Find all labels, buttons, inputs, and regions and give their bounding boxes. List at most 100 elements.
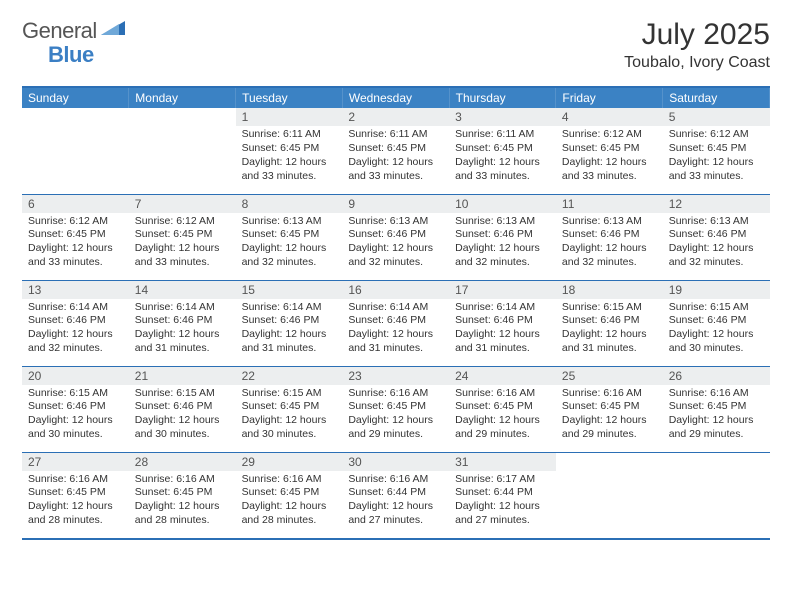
day-cell: 31Sunrise: 6:17 AMSunset: 6:44 PMDayligh…	[449, 452, 556, 538]
day-cell: 28Sunrise: 6:16 AMSunset: 6:45 PMDayligh…	[129, 452, 236, 538]
day-number: 24	[449, 367, 556, 385]
daylight-line: Daylight: 12 hours and 32 minutes.	[28, 328, 123, 356]
sunset-line: Sunset: 6:45 PM	[348, 142, 443, 156]
day-cell	[129, 108, 236, 194]
sunrise-line: Sunrise: 6:14 AM	[348, 301, 443, 315]
day-number: 7	[129, 195, 236, 213]
sunset-line: Sunset: 6:46 PM	[242, 314, 337, 328]
title-block: July 2025 Toubalo, Ivory Coast	[624, 18, 770, 72]
sunrise-line: Sunrise: 6:13 AM	[669, 215, 764, 229]
day-number: 11	[556, 195, 663, 213]
calendar-week-row: 13Sunrise: 6:14 AMSunset: 6:46 PMDayligh…	[22, 280, 770, 366]
calendar-week-row: 1Sunrise: 6:11 AMSunset: 6:45 PMDaylight…	[22, 108, 770, 194]
day-number: 26	[663, 367, 770, 385]
sunset-line: Sunset: 6:45 PM	[242, 486, 337, 500]
day-number: 28	[129, 453, 236, 471]
day-number: 16	[342, 281, 449, 299]
day-details: Sunrise: 6:14 AMSunset: 6:46 PMDaylight:…	[342, 299, 449, 360]
sunset-line: Sunset: 6:45 PM	[669, 142, 764, 156]
daylight-line: Daylight: 12 hours and 29 minutes.	[562, 414, 657, 442]
weekday-header-row: SundayMondayTuesdayWednesdayThursdayFrid…	[22, 88, 770, 108]
sunset-line: Sunset: 6:45 PM	[28, 486, 123, 500]
header: General July 2025 Toubalo, Ivory Coast	[22, 18, 770, 72]
sunrise-line: Sunrise: 6:15 AM	[135, 387, 230, 401]
sunset-line: Sunset: 6:45 PM	[348, 400, 443, 414]
weekday-header: Thursday	[449, 88, 556, 108]
sunset-line: Sunset: 6:45 PM	[242, 400, 337, 414]
month-title: July 2025	[624, 18, 770, 52]
sunset-line: Sunset: 6:46 PM	[348, 228, 443, 242]
day-cell: 15Sunrise: 6:14 AMSunset: 6:46 PMDayligh…	[236, 280, 343, 366]
sunrise-line: Sunrise: 6:11 AM	[455, 128, 550, 142]
weekday-header: Monday	[129, 88, 236, 108]
sunset-line: Sunset: 6:45 PM	[242, 142, 337, 156]
sunrise-line: Sunrise: 6:12 AM	[28, 215, 123, 229]
location: Toubalo, Ivory Coast	[624, 54, 770, 72]
daylight-line: Daylight: 12 hours and 28 minutes.	[135, 500, 230, 528]
daylight-line: Daylight: 12 hours and 32 minutes.	[455, 242, 550, 270]
day-cell: 26Sunrise: 6:16 AMSunset: 6:45 PMDayligh…	[663, 366, 770, 452]
day-cell: 10Sunrise: 6:13 AMSunset: 6:46 PMDayligh…	[449, 194, 556, 280]
day-number: 15	[236, 281, 343, 299]
day-cell: 18Sunrise: 6:15 AMSunset: 6:46 PMDayligh…	[556, 280, 663, 366]
sunrise-line: Sunrise: 6:11 AM	[348, 128, 443, 142]
day-cell	[663, 452, 770, 538]
day-details: Sunrise: 6:13 AMSunset: 6:46 PMDaylight:…	[342, 213, 449, 274]
sunrise-line: Sunrise: 6:16 AM	[455, 387, 550, 401]
sunrise-line: Sunrise: 6:14 AM	[28, 301, 123, 315]
sunrise-line: Sunrise: 6:16 AM	[669, 387, 764, 401]
calendar-week-row: 27Sunrise: 6:16 AMSunset: 6:45 PMDayligh…	[22, 452, 770, 538]
day-cell: 7Sunrise: 6:12 AMSunset: 6:45 PMDaylight…	[129, 194, 236, 280]
sunset-line: Sunset: 6:46 PM	[28, 400, 123, 414]
daylight-line: Daylight: 12 hours and 31 minutes.	[562, 328, 657, 356]
daylight-line: Daylight: 12 hours and 32 minutes.	[348, 242, 443, 270]
day-details: Sunrise: 6:13 AMSunset: 6:46 PMDaylight:…	[556, 213, 663, 274]
day-cell: 11Sunrise: 6:13 AMSunset: 6:46 PMDayligh…	[556, 194, 663, 280]
sunset-line: Sunset: 6:45 PM	[135, 486, 230, 500]
day-number: 14	[129, 281, 236, 299]
day-number: 1	[236, 108, 343, 126]
day-details: Sunrise: 6:12 AMSunset: 6:45 PMDaylight:…	[22, 213, 129, 274]
sunset-line: Sunset: 6:45 PM	[455, 142, 550, 156]
weekday-header: Tuesday	[236, 88, 343, 108]
day-details: Sunrise: 6:12 AMSunset: 6:45 PMDaylight:…	[556, 126, 663, 187]
day-cell	[556, 452, 663, 538]
sunset-line: Sunset: 6:46 PM	[669, 228, 764, 242]
day-details: Sunrise: 6:14 AMSunset: 6:46 PMDaylight:…	[449, 299, 556, 360]
day-cell: 9Sunrise: 6:13 AMSunset: 6:46 PMDaylight…	[342, 194, 449, 280]
day-cell: 3Sunrise: 6:11 AMSunset: 6:45 PMDaylight…	[449, 108, 556, 194]
day-details: Sunrise: 6:17 AMSunset: 6:44 PMDaylight:…	[449, 471, 556, 532]
sunrise-line: Sunrise: 6:13 AM	[562, 215, 657, 229]
day-number: 18	[556, 281, 663, 299]
calendar-table: SundayMondayTuesdayWednesdayThursdayFrid…	[22, 88, 770, 538]
day-details: Sunrise: 6:16 AMSunset: 6:45 PMDaylight:…	[449, 385, 556, 446]
sunrise-line: Sunrise: 6:13 AM	[455, 215, 550, 229]
weekday-header: Wednesday	[342, 88, 449, 108]
sunrise-line: Sunrise: 6:14 AM	[455, 301, 550, 315]
daylight-line: Daylight: 12 hours and 32 minutes.	[242, 242, 337, 270]
day-cell	[22, 108, 129, 194]
daylight-line: Daylight: 12 hours and 31 minutes.	[242, 328, 337, 356]
day-details: Sunrise: 6:15 AMSunset: 6:45 PMDaylight:…	[236, 385, 343, 446]
day-details: Sunrise: 6:14 AMSunset: 6:46 PMDaylight:…	[236, 299, 343, 360]
sunrise-line: Sunrise: 6:12 AM	[562, 128, 657, 142]
weekday-header: Friday	[556, 88, 663, 108]
day-number: 23	[342, 367, 449, 385]
calendar-week-row: 6Sunrise: 6:12 AMSunset: 6:45 PMDaylight…	[22, 194, 770, 280]
daylight-line: Daylight: 12 hours and 33 minutes.	[348, 156, 443, 184]
sunset-line: Sunset: 6:46 PM	[669, 314, 764, 328]
sunset-line: Sunset: 6:46 PM	[28, 314, 123, 328]
daylight-line: Daylight: 12 hours and 27 minutes.	[455, 500, 550, 528]
daylight-line: Daylight: 12 hours and 32 minutes.	[669, 242, 764, 270]
calendar-week-row: 20Sunrise: 6:15 AMSunset: 6:46 PMDayligh…	[22, 366, 770, 452]
daylight-line: Daylight: 12 hours and 33 minutes.	[562, 156, 657, 184]
sunrise-line: Sunrise: 6:16 AM	[562, 387, 657, 401]
day-details: Sunrise: 6:12 AMSunset: 6:45 PMDaylight:…	[663, 126, 770, 187]
day-number: 5	[663, 108, 770, 126]
sunset-line: Sunset: 6:46 PM	[562, 228, 657, 242]
day-number: 12	[663, 195, 770, 213]
sunset-line: Sunset: 6:45 PM	[135, 228, 230, 242]
day-details: Sunrise: 6:16 AMSunset: 6:45 PMDaylight:…	[22, 471, 129, 532]
day-cell: 22Sunrise: 6:15 AMSunset: 6:45 PMDayligh…	[236, 366, 343, 452]
sunrise-line: Sunrise: 6:13 AM	[242, 215, 337, 229]
